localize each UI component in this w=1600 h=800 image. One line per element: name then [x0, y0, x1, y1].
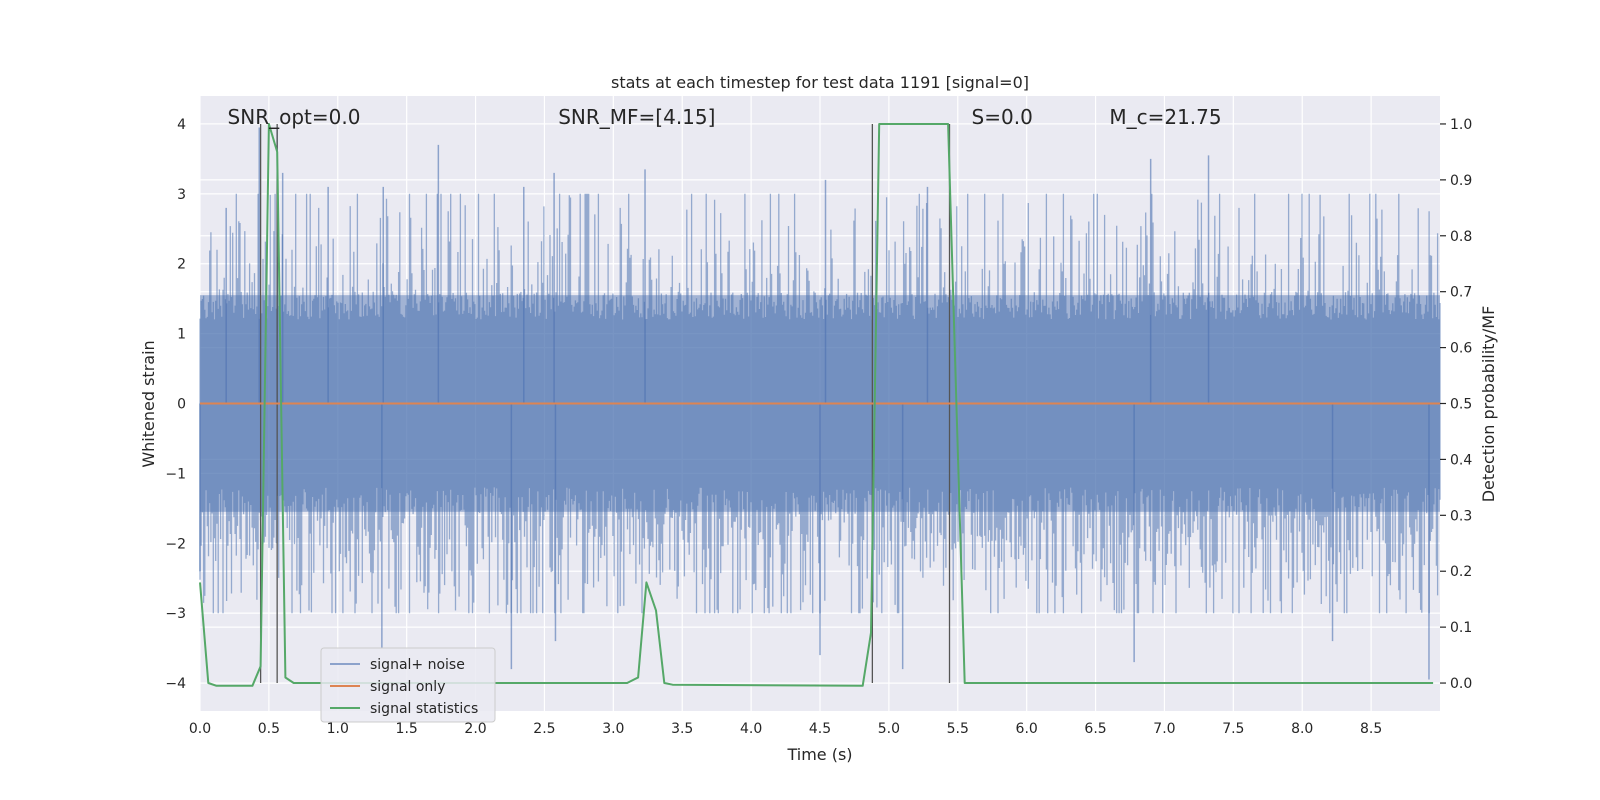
- chart-title: stats at each timestep for test data 119…: [611, 73, 1029, 92]
- y-right-tick-label: 0.2: [1450, 564, 1472, 580]
- x-tick-label: 7.0: [1153, 721, 1175, 737]
- y-axis-left-label: Whitened strain: [139, 340, 158, 467]
- y-right-tick-label: 0.8: [1450, 229, 1472, 245]
- legend-entry: signal statistics: [370, 701, 478, 717]
- y-right-tick-label: 0.3: [1450, 508, 1472, 524]
- legend: signal+ noise signal only signal statistic…: [320, 647, 496, 723]
- y-right-tick-label: 0.4: [1450, 452, 1472, 468]
- legend-entry: signal+ noise: [370, 657, 465, 673]
- y-right-tick-label: 0.1: [1450, 620, 1472, 636]
- y-left-tick-label: 0: [177, 397, 186, 413]
- x-tick-label: 2.5: [533, 721, 555, 737]
- x-tick-label: 4.0: [740, 721, 762, 737]
- legend-box: [320, 647, 496, 723]
- y-axis-right-ticks: 0.0 0.1 0.2 0.3 0.4 0.5 0.6 0.7 0.8 0.9 1.0: [1440, 117, 1472, 692]
- y-axis-right-label: Detection probability/MF: [1479, 306, 1498, 503]
- x-tick-label: 8.0: [1291, 721, 1313, 737]
- x-tick-label: 7.5: [1222, 721, 1244, 737]
- x-tick-label: 0.0: [189, 721, 211, 737]
- series-signal-statistics-line: [199, 123, 1434, 687]
- y-left-tick-label: 4: [177, 117, 186, 133]
- y-left-tick-label: −4: [165, 676, 186, 692]
- x-axis-label: Time (s): [786, 745, 852, 764]
- y-left-tick-label: 1: [177, 327, 186, 343]
- x-tick-label: 1.0: [327, 721, 349, 737]
- y-right-tick-label: 0.0: [1450, 676, 1472, 692]
- y-left-tick-label: −3: [165, 606, 186, 622]
- x-tick-label: 0.5: [258, 721, 280, 737]
- y-right-tick-label: 0.5: [1450, 397, 1472, 413]
- x-axis-ticks: 0.0 0.5 1.0 1.5 2.0 2.5 3.0 3.5 4.0 4.5 5.0 5.5 6.0 6…: [189, 721, 1382, 737]
- x-tick-label: 6.5: [1084, 721, 1106, 737]
- series-lines: [199, 123, 1440, 687]
- y-left-tick-label: 3: [177, 187, 186, 203]
- x-tick-label: 8.5: [1360, 721, 1382, 737]
- y-left-tick-label: −1: [165, 466, 186, 482]
- annotation: S=0.0: [972, 105, 1033, 129]
- y-right-tick-label: 0.6: [1450, 341, 1472, 357]
- x-tick-label: 5.0: [878, 721, 900, 737]
- annotation: SNR_MF=[4.15]: [558, 105, 715, 129]
- x-tick-label: 3.0: [602, 721, 624, 737]
- y-axis-left-ticks: −4 −3 −2 −1 0 1 2 3 4: [165, 117, 186, 692]
- legend-entry: signal only: [370, 679, 445, 695]
- annotation: SNR_opt=0.0: [228, 105, 361, 129]
- y-left-tick-label: −2: [165, 536, 186, 552]
- annotation: M_c=21.75: [1109, 105, 1221, 129]
- y-right-tick-label: 0.9: [1450, 173, 1472, 189]
- x-tick-label: 2.0: [464, 721, 486, 737]
- x-tick-label: 6.0: [1016, 721, 1038, 737]
- y-right-tick-label: 1.0: [1450, 117, 1472, 133]
- x-tick-label: 1.5: [396, 721, 418, 737]
- y-left-tick-label: 2: [177, 257, 186, 273]
- x-tick-label: 4.5: [809, 721, 831, 737]
- x-tick-label: 3.5: [671, 721, 693, 737]
- y-right-tick-label: 0.7: [1450, 285, 1472, 301]
- annotations: SNR_opt=0.0 SNR_MF=[4.15] S=0.0 M_c=21.75: [228, 105, 1222, 129]
- x-tick-label: 5.5: [947, 721, 969, 737]
